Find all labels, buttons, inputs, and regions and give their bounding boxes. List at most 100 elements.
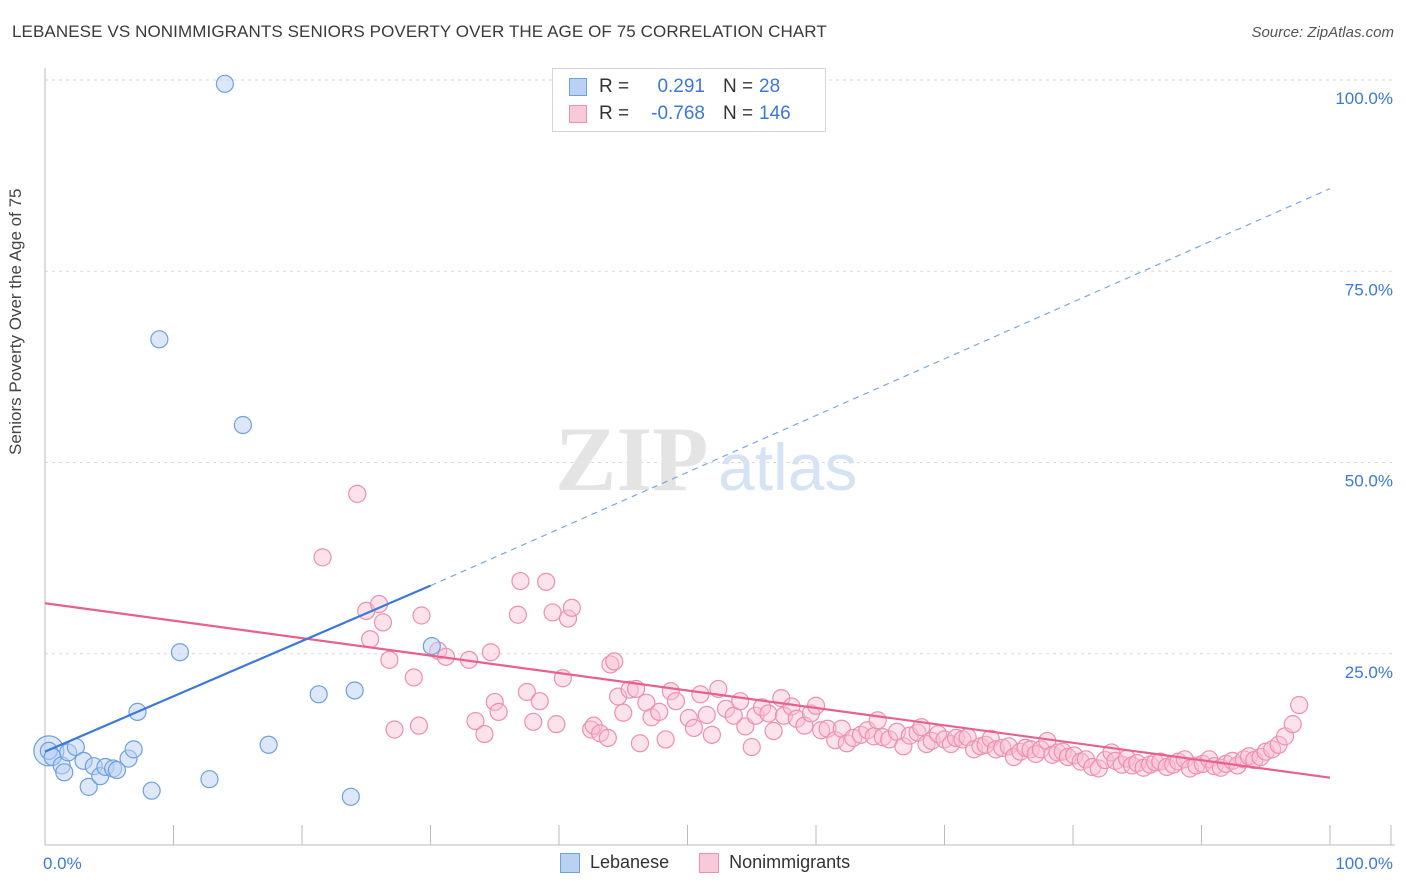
lebanese-point	[55, 763, 74, 782]
grid-lines	[45, 79, 1395, 655]
watermark-atlas: atlas	[718, 430, 857, 504]
lebanese-point	[233, 415, 252, 435]
y-tick-label: 75.0%	[1345, 280, 1393, 299]
nonimmigrants-point	[697, 705, 716, 725]
lebanese-point	[150, 330, 169, 349]
nonimmigrants-point	[731, 692, 750, 711]
lebanese-point	[309, 685, 328, 704]
nonimmigrants-point	[679, 708, 698, 728]
nonimmigrants-point	[412, 606, 431, 625]
nonimmigrants-point	[917, 734, 936, 754]
nonimmigrants-point	[812, 721, 831, 740]
y-tick-label: 50.0%	[1345, 472, 1393, 491]
lebanese-point	[259, 735, 278, 754]
trend-lines	[44, 188, 1331, 779]
nonimmigrants-point	[373, 613, 393, 632]
nonimmigrants-point	[759, 704, 778, 723]
nonimmigrants-point	[558, 609, 578, 628]
nonimmigrants-point	[935, 730, 954, 749]
nonimmigrants-legend-swatch	[699, 852, 720, 873]
lebanese-point	[79, 777, 98, 796]
nonimmigrants-point	[787, 709, 806, 728]
source-label: Source: ZipAtlas.com	[1251, 24, 1394, 41]
correlation-legend: R = 0.291 N = 28 R = -0.768 N = 146	[552, 68, 826, 132]
r-label: R =	[599, 103, 630, 124]
nonimmigrants-point	[702, 725, 722, 744]
lebanese-points	[33, 74, 441, 806]
y-tick-label: 100.0%	[1335, 89, 1393, 108]
nonimmigrants-point	[475, 724, 494, 744]
nonimmigrants-point	[404, 668, 423, 687]
lebanese-point	[107, 760, 127, 780]
nonimmigrants-point	[1290, 695, 1309, 715]
n-value: 28	[759, 76, 781, 97]
nonimmigrants-point	[385, 720, 404, 739]
lebanese-legend-swatch	[560, 852, 580, 873]
nonimmigrants-trend-line	[44, 602, 1331, 779]
nonimmigrants-point	[489, 702, 508, 721]
nonimmigrants-point	[524, 712, 543, 731]
legend-item-lebanese: Lebanese	[560, 852, 669, 873]
nonimmigrants-point	[742, 737, 761, 757]
nonimmigrants-point	[666, 692, 686, 711]
nonimmigrants-point	[348, 484, 367, 503]
nonimmigrants-point	[806, 696, 826, 715]
nonimmigrants-legend-label: Nonimmigrants	[729, 852, 851, 872]
nonimmigrants-point	[894, 737, 913, 756]
axes	[44, 68, 1395, 846]
nonimmigrants-point	[716, 699, 736, 718]
nonimmigrants-point	[481, 643, 500, 662]
nonimmigrants-point	[691, 685, 710, 704]
lebanese-point	[142, 781, 161, 800]
lebanese-swatch	[569, 78, 587, 96]
lebanese-point	[341, 787, 360, 806]
nonimmigrants-point	[547, 715, 566, 734]
nonimmigrants-point	[605, 652, 624, 671]
nonimmigrants-point	[517, 682, 536, 702]
nonimmigrants-point	[485, 692, 504, 712]
nonimmigrants-point	[1053, 742, 1072, 761]
x-tick-label-min: 0.0%	[43, 854, 82, 873]
lebanese-point	[215, 74, 234, 93]
nonimmigrants-point	[826, 731, 845, 750]
nonimmigrants-point	[598, 728, 617, 748]
nonimmigrants-point	[656, 730, 675, 749]
nonimmigrants-point	[650, 702, 669, 721]
r-value: -0.768	[651, 103, 705, 124]
lebanese-point	[124, 740, 143, 759]
nonimmigrants-point	[868, 711, 887, 730]
lebanese-point	[200, 770, 219, 789]
lebanese-point	[422, 636, 441, 656]
legend-item-nonimmigrants: Nonimmigrants	[699, 852, 850, 873]
x-tick-label-max: 100.0%	[1335, 854, 1393, 873]
legend-row-nonimmigrants: R = -0.768 N = 146	[569, 102, 799, 126]
nonimmigrants-point	[530, 692, 549, 711]
nonimmigrants-point	[1283, 715, 1302, 734]
nonimmigrants-point	[609, 687, 628, 706]
nonimmigrants-point	[361, 630, 380, 649]
legend-row-lebanese: R = 0.291 N = 28	[569, 75, 799, 99]
nonimmigrants-point	[508, 605, 527, 624]
nonimmigrants-point	[537, 572, 556, 591]
nonimmigrants-point	[466, 711, 485, 731]
lebanese-point	[170, 643, 190, 662]
series-legend: Lebanese Nonimmigrants	[560, 852, 880, 873]
n-label: N =	[723, 103, 754, 124]
nonimmigrants-point	[1263, 740, 1282, 759]
nonimmigrants-point	[511, 571, 530, 591]
watermark-zip: ZIP	[555, 408, 708, 510]
n-label: N =	[723, 76, 754, 97]
chart-title: LEBANESE VS NONIMMIGRANTS SENIORS POVERT…	[12, 22, 827, 41]
nonimmigrants-point	[380, 650, 399, 669]
lebanese-point	[345, 681, 364, 700]
nonimmigrants-point	[684, 718, 704, 738]
lebanese-trend-line	[44, 584, 431, 753]
tick-labels: 25.0% 50.0% 75.0% 100.0% 0.0% 100.0%	[43, 89, 1393, 873]
nonimmigrants-swatch	[569, 105, 587, 123]
nonimmigrants-points	[313, 484, 1309, 778]
lebanese-trend-extension	[430, 188, 1331, 587]
nonimmigrants-point	[543, 603, 562, 622]
nonimmigrants-point	[620, 680, 639, 699]
lebanese-legend-label: Lebanese	[590, 852, 670, 872]
